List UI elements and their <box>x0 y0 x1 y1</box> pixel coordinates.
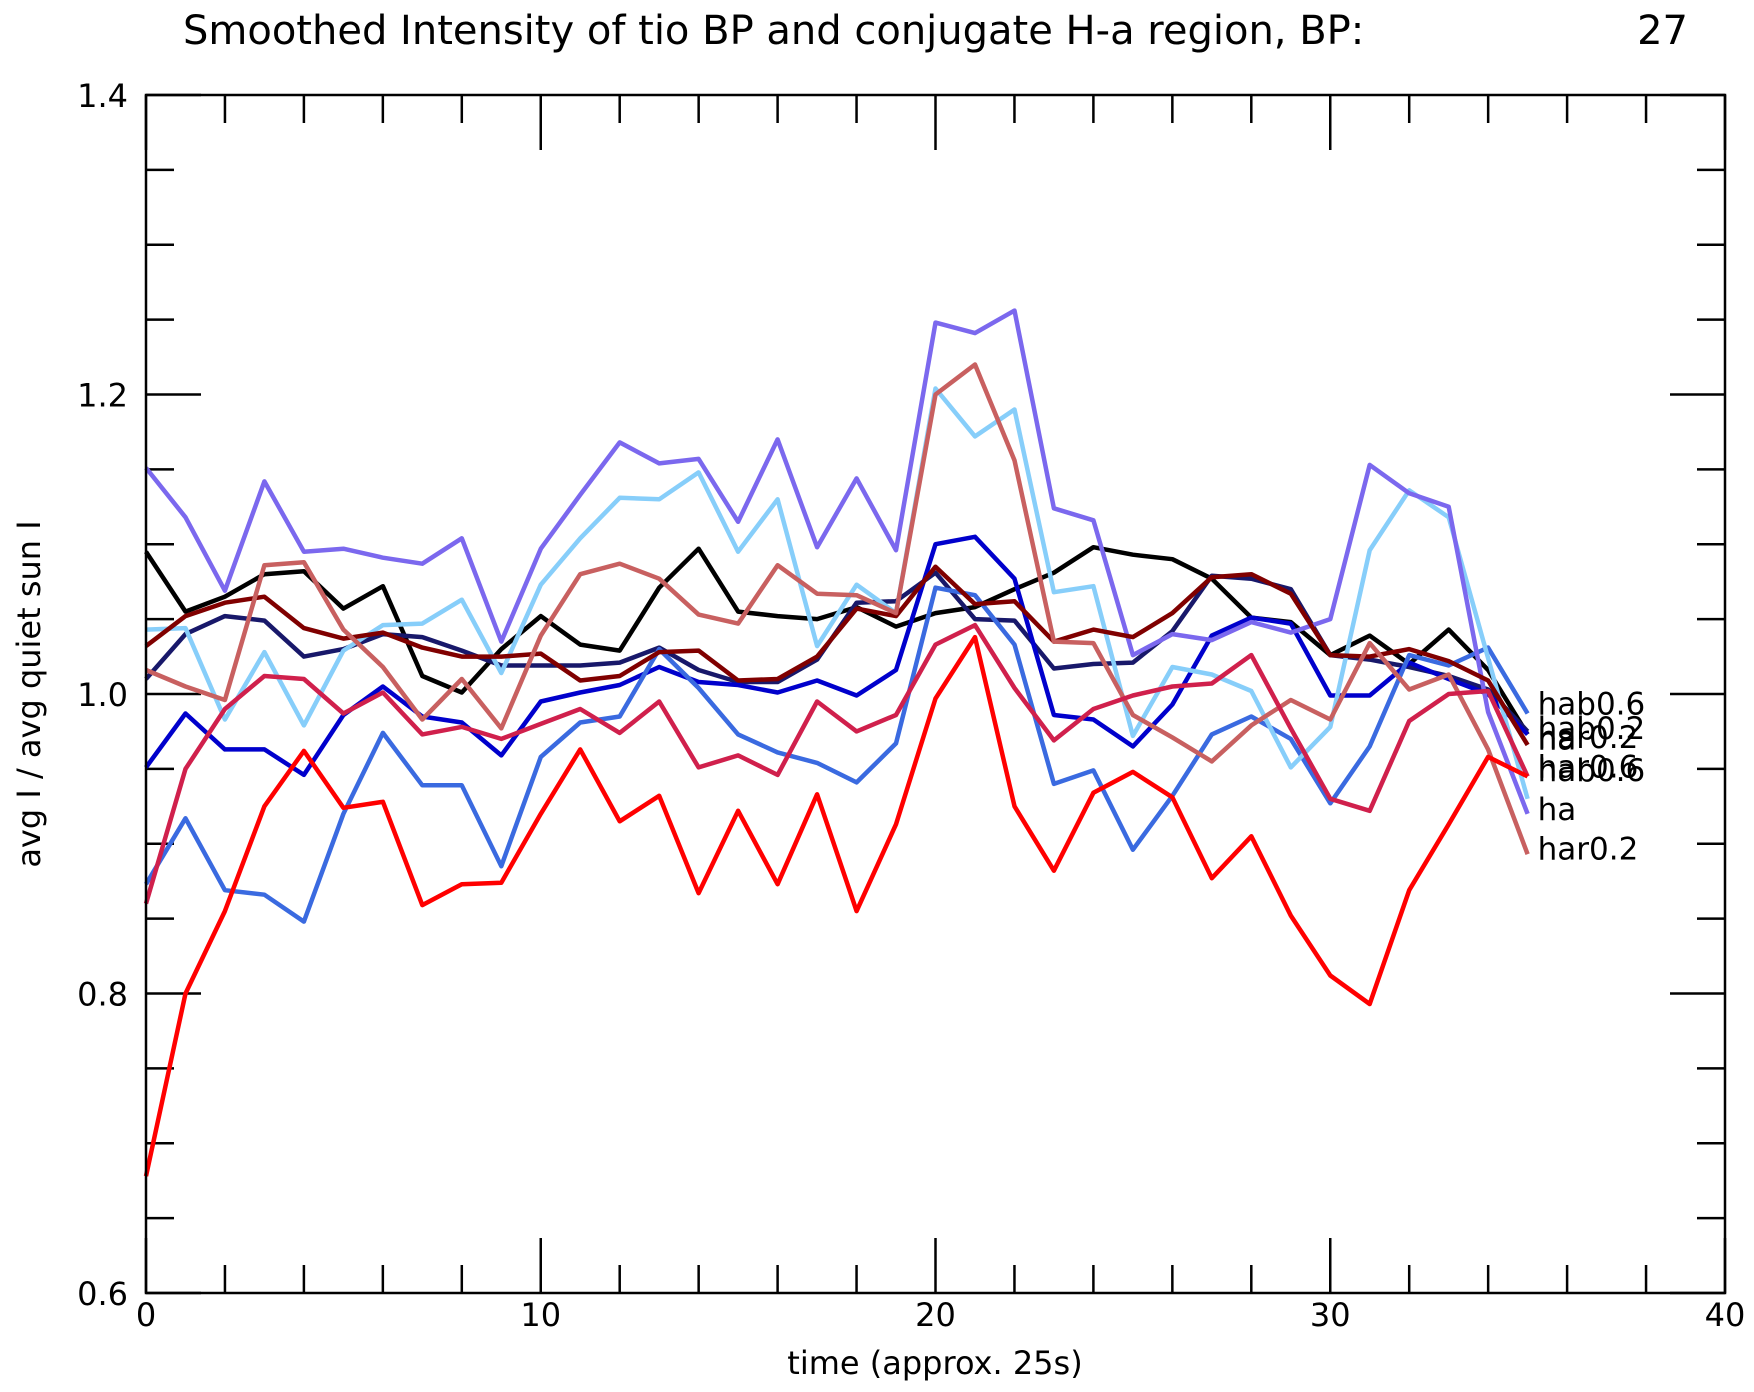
chart-title-bp-value: 27 <box>1637 8 1688 54</box>
series-line-s-royal <box>144 585 1530 924</box>
x-axis-label: time (approx. 25s) <box>787 1344 1082 1382</box>
series-end-label: hab0.6 <box>1538 686 1646 722</box>
y-tick-label: 0.8 <box>77 976 128 1014</box>
x-tick-label: 40 <box>1705 1296 1746 1334</box>
series-end-label: har0.2 <box>1538 720 1639 756</box>
y-tick-label: 1.4 <box>77 77 128 115</box>
series-end-label: har0.6 <box>1538 749 1639 785</box>
series-line-s-rosybrown <box>145 362 1530 855</box>
series-lines <box>143 308 1530 1177</box>
x-tick-labels: 0 10 20 30 40 <box>136 1296 1746 1334</box>
series-line-s-red <box>143 634 1529 1177</box>
series-end-label: ha <box>1538 792 1577 828</box>
x-tick-label: 0 <box>136 1296 156 1334</box>
x-tick-label: 20 <box>915 1296 956 1334</box>
y-tick-labels: 0.6 0.8 1.0 1.2 1.4 <box>77 77 128 1313</box>
chart-title: Smoothed Intensity of tio BP and conjuga… <box>183 8 1364 54</box>
x-tick-label: 30 <box>1310 1296 1351 1334</box>
series-line-s-sky <box>145 386 1530 800</box>
y-tick-label: 1.2 <box>77 377 128 415</box>
series-line-s-darkred <box>144 564 1530 747</box>
y-tick-label: 0.6 <box>77 1275 128 1313</box>
y-axis-label: avg I / avg quiet sun I <box>10 520 48 867</box>
x-tick-label: 10 <box>520 1296 561 1334</box>
series-end-label: har0.2 <box>1538 832 1639 868</box>
series-end-label: ha <box>1538 722 1577 758</box>
plot-frame <box>144 93 1727 1295</box>
series-end-label: hab0.2 <box>1538 711 1646 747</box>
series-end-label: hab0.6 <box>1538 753 1646 789</box>
y-tick-label: 1.0 <box>77 676 128 714</box>
series-line-s-crimson <box>143 622 1530 905</box>
series-line-s-blue <box>144 534 1530 778</box>
series-line-s-lavender <box>144 308 1530 815</box>
